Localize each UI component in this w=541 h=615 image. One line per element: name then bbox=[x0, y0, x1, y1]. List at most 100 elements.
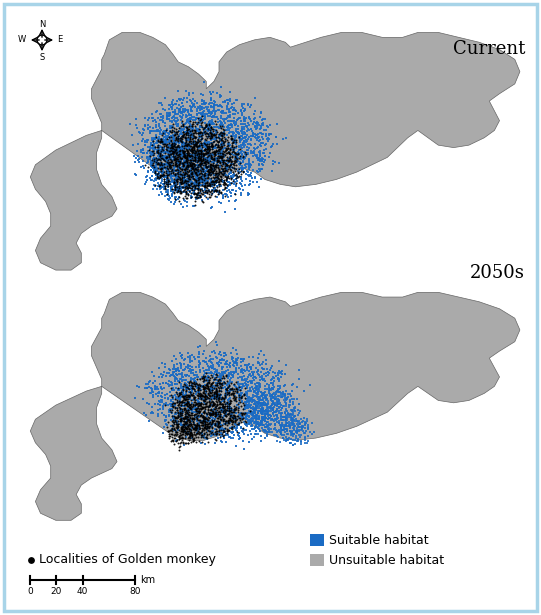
Point bbox=[209, 103, 218, 113]
Point bbox=[197, 166, 206, 176]
Point bbox=[166, 151, 175, 161]
Point bbox=[167, 143, 175, 153]
Point bbox=[227, 384, 236, 394]
Point bbox=[231, 151, 240, 161]
Point bbox=[179, 420, 188, 430]
Point bbox=[254, 384, 262, 394]
Point bbox=[232, 148, 241, 158]
Point bbox=[200, 126, 209, 136]
Point bbox=[228, 121, 236, 130]
Point bbox=[216, 424, 225, 434]
Point bbox=[204, 157, 213, 167]
Point bbox=[223, 122, 232, 132]
Point bbox=[214, 402, 223, 412]
Point bbox=[216, 158, 225, 168]
Point bbox=[194, 397, 203, 407]
Point bbox=[162, 133, 171, 143]
Point bbox=[192, 389, 200, 399]
Point bbox=[188, 160, 197, 170]
Point bbox=[243, 386, 252, 396]
Point bbox=[156, 125, 165, 135]
Point bbox=[226, 406, 235, 416]
Point bbox=[201, 412, 209, 422]
Point bbox=[155, 155, 164, 165]
Point bbox=[200, 402, 208, 411]
Point bbox=[194, 385, 202, 395]
Point bbox=[180, 182, 188, 192]
Point bbox=[213, 365, 221, 375]
Point bbox=[217, 117, 226, 127]
Point bbox=[226, 133, 235, 143]
Point bbox=[266, 148, 275, 158]
Point bbox=[258, 389, 267, 399]
Point bbox=[233, 157, 242, 167]
Point bbox=[151, 174, 160, 184]
Point bbox=[207, 138, 216, 148]
Point bbox=[242, 169, 250, 179]
Point bbox=[177, 427, 186, 437]
Point bbox=[220, 392, 229, 402]
Point bbox=[175, 391, 183, 400]
Point bbox=[223, 161, 232, 170]
Point bbox=[260, 406, 268, 416]
Text: S: S bbox=[39, 54, 44, 63]
Point bbox=[191, 398, 200, 408]
Point bbox=[263, 430, 272, 440]
Point bbox=[170, 351, 179, 361]
Point bbox=[236, 137, 245, 146]
Point bbox=[278, 408, 286, 418]
Point bbox=[230, 379, 239, 389]
Point bbox=[171, 139, 180, 149]
Point bbox=[173, 160, 181, 170]
Point bbox=[222, 429, 231, 439]
Point bbox=[191, 412, 200, 422]
Point bbox=[181, 180, 190, 190]
Point bbox=[176, 135, 184, 145]
Point bbox=[227, 152, 236, 162]
Point bbox=[167, 390, 175, 400]
Point bbox=[241, 420, 250, 430]
Point bbox=[195, 383, 203, 392]
Point bbox=[272, 132, 281, 142]
Point bbox=[177, 418, 186, 428]
Point bbox=[286, 426, 294, 435]
Point bbox=[287, 415, 296, 424]
Point bbox=[181, 376, 190, 386]
Point bbox=[176, 397, 184, 407]
Point bbox=[211, 424, 220, 434]
Point bbox=[181, 401, 189, 411]
Point bbox=[214, 433, 222, 443]
Point bbox=[157, 155, 166, 165]
Point bbox=[217, 123, 226, 133]
Point bbox=[229, 164, 238, 173]
Point bbox=[224, 121, 233, 131]
Point bbox=[209, 400, 217, 410]
Point bbox=[226, 415, 235, 424]
Point bbox=[239, 404, 247, 414]
Point bbox=[171, 172, 180, 181]
Point bbox=[221, 418, 229, 428]
Point bbox=[145, 376, 154, 386]
Point bbox=[206, 170, 215, 180]
Point bbox=[146, 128, 154, 138]
Point bbox=[189, 142, 198, 152]
Point bbox=[261, 423, 269, 432]
Point bbox=[206, 408, 215, 418]
Point bbox=[301, 438, 309, 448]
Point bbox=[286, 410, 295, 419]
Point bbox=[166, 141, 174, 151]
Point bbox=[149, 149, 157, 159]
Point bbox=[156, 150, 164, 160]
Point bbox=[207, 177, 216, 186]
Point bbox=[189, 159, 197, 169]
Point bbox=[196, 184, 204, 194]
Point bbox=[286, 423, 294, 433]
Point bbox=[183, 126, 192, 136]
Point bbox=[181, 382, 190, 392]
Point bbox=[194, 362, 203, 372]
Point bbox=[189, 201, 198, 211]
Point bbox=[223, 399, 232, 409]
Point bbox=[240, 425, 248, 435]
Point bbox=[253, 397, 262, 407]
Point bbox=[171, 109, 180, 119]
